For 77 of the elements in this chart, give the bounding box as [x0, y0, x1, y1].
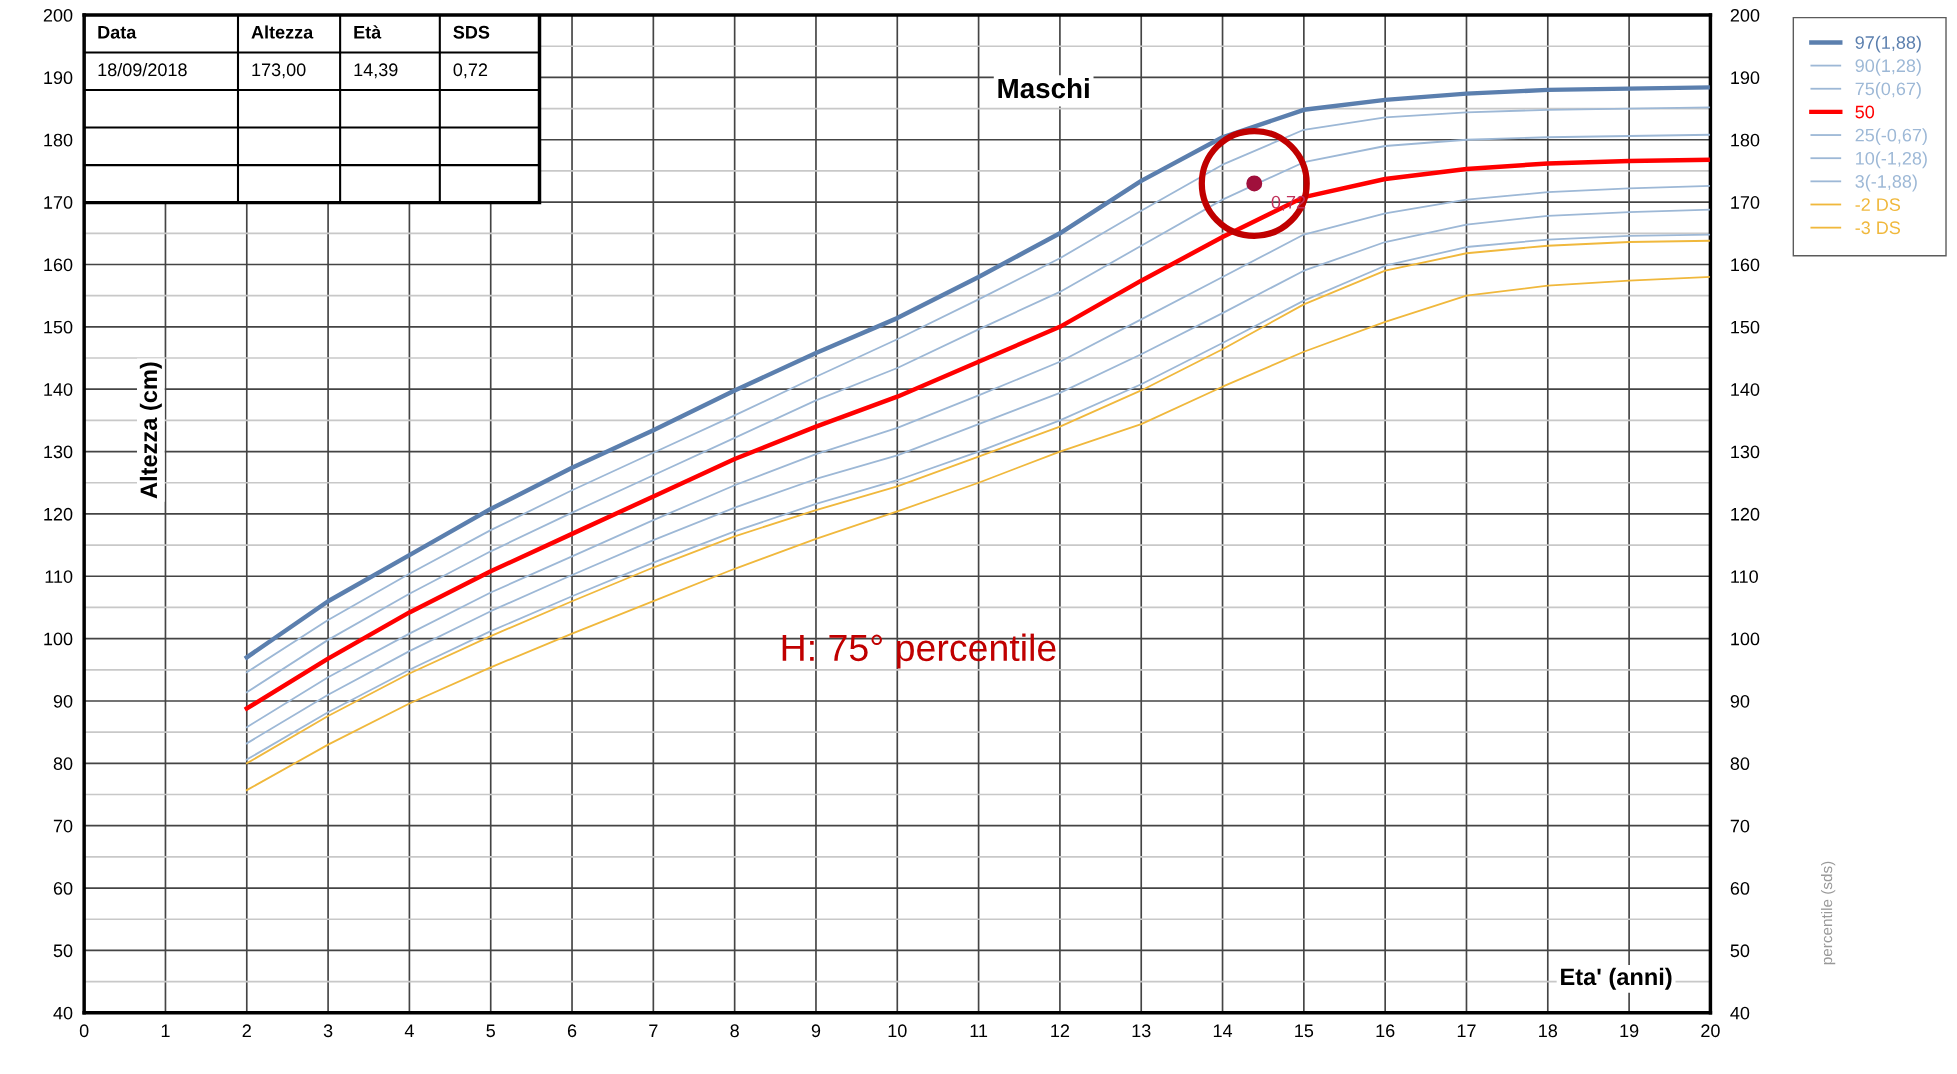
x-tick-label: 7: [649, 1024, 658, 1037]
x-tick-label: 1: [161, 1024, 170, 1037]
legend-label: 10(-1,28): [1856, 151, 1927, 169]
y2-tick-label: 190: [1731, 71, 1760, 85]
y-tick-label: 160: [44, 258, 73, 272]
legend-label: 97(1,88): [1855, 35, 1921, 53]
annotation: 173,00: [252, 63, 306, 79]
y-tick-label: 70: [53, 819, 73, 833]
y-tick-label: 150: [44, 320, 73, 334]
y-tick-label: 80: [53, 757, 73, 771]
y2-tick-label: 80: [1730, 757, 1750, 771]
x-tick-label: 11: [970, 1024, 988, 1037]
y2-tick-label: 90: [1730, 694, 1750, 708]
legend-label: -2 DS: [1855, 198, 1901, 211]
y-tick-label: 110: [45, 570, 73, 583]
y2-tick-label: 180: [1731, 133, 1760, 147]
annotation: Altezza: [251, 25, 314, 39]
x-tick-label: 2: [242, 1024, 251, 1037]
y-tick-label: 100: [44, 632, 73, 646]
x-tick-label: 17: [1457, 1024, 1476, 1037]
y-tick-label: 50: [53, 944, 73, 958]
x-tick-label: 16: [1376, 1024, 1395, 1038]
y2-tick-label: 120: [1731, 507, 1760, 521]
y2-tick-label: 130: [1731, 445, 1760, 459]
legend-label: 50: [1855, 105, 1875, 119]
legend-label: 90(1,28): [1855, 58, 1921, 76]
y-axis-title: Altezza (cm): [139, 362, 162, 499]
y2-tick-label: 50: [1730, 944, 1750, 958]
x-tick-label: 4: [404, 1024, 414, 1037]
y2-axis-title: percentile (sds): [1821, 861, 1836, 965]
annotation: 14,39: [354, 63, 398, 79]
y-tick-label: 170: [44, 196, 73, 209]
y-tick-label: 40: [53, 1006, 73, 1020]
annotation: 0,72: [453, 63, 488, 79]
y2-tick-label: 40: [1730, 1006, 1750, 1020]
x-tick-label: 10: [888, 1024, 907, 1038]
y-tick-label: 130: [44, 445, 73, 459]
y-tick-label: 140: [44, 383, 73, 396]
y2-tick-label: 140: [1731, 383, 1760, 396]
y-tick-label: 200: [43, 8, 73, 22]
y2-tick-label: 100: [1731, 632, 1760, 646]
annotation: Età: [354, 25, 382, 39]
annotation: 18/09/2018: [98, 62, 187, 77]
y-tick-label: 90: [53, 694, 73, 708]
x-tick-label: 3: [323, 1024, 333, 1038]
x-tick-label: 9: [811, 1024, 821, 1038]
legend-label: 3(-1,88): [1855, 174, 1917, 192]
x-tick-label: 8: [730, 1024, 739, 1038]
legend-label: -3 DS: [1855, 221, 1901, 235]
y2-tick-label: 160: [1731, 258, 1760, 272]
legend-label: 75(0,67): [1855, 81, 1921, 99]
x-tick-label: 0: [79, 1024, 89, 1038]
x-tick-label: 20: [1701, 1024, 1720, 1038]
y2-tick-label: 150: [1731, 320, 1760, 334]
y-tick-label: 190: [44, 71, 73, 85]
y2-tick-label: 70: [1730, 819, 1750, 833]
annotation: SDS: [453, 25, 490, 39]
y-tick-label: 120: [44, 507, 73, 521]
x-tick-label: 18: [1539, 1024, 1558, 1038]
y2-tick-label: 60: [1730, 882, 1750, 895]
x-tick-label: 15: [1295, 1024, 1314, 1038]
x-tick-label: 14: [1213, 1024, 1233, 1037]
legend-label: 25(-0,67): [1855, 128, 1927, 146]
x-tick-label: 6: [567, 1024, 577, 1038]
x-tick-label: 19: [1620, 1024, 1639, 1038]
y-tick-label: 60: [53, 882, 73, 895]
x-axis-title: Eta' (anni): [1561, 967, 1672, 990]
x-tick-label: 12: [1051, 1024, 1070, 1037]
y-tick-label: 180: [44, 133, 73, 147]
x-tick-label: 5: [486, 1024, 495, 1038]
y2-tick-label: 170: [1731, 196, 1760, 209]
text: Maschi: [998, 77, 1089, 99]
y2-tick-label: 110: [1731, 570, 1758, 583]
x-tick-label: 13: [1132, 1024, 1151, 1038]
y2-tick-label: 200: [1730, 8, 1760, 22]
annotation: 0,72: [1271, 195, 1306, 211]
annotation: Data: [98, 26, 137, 39]
